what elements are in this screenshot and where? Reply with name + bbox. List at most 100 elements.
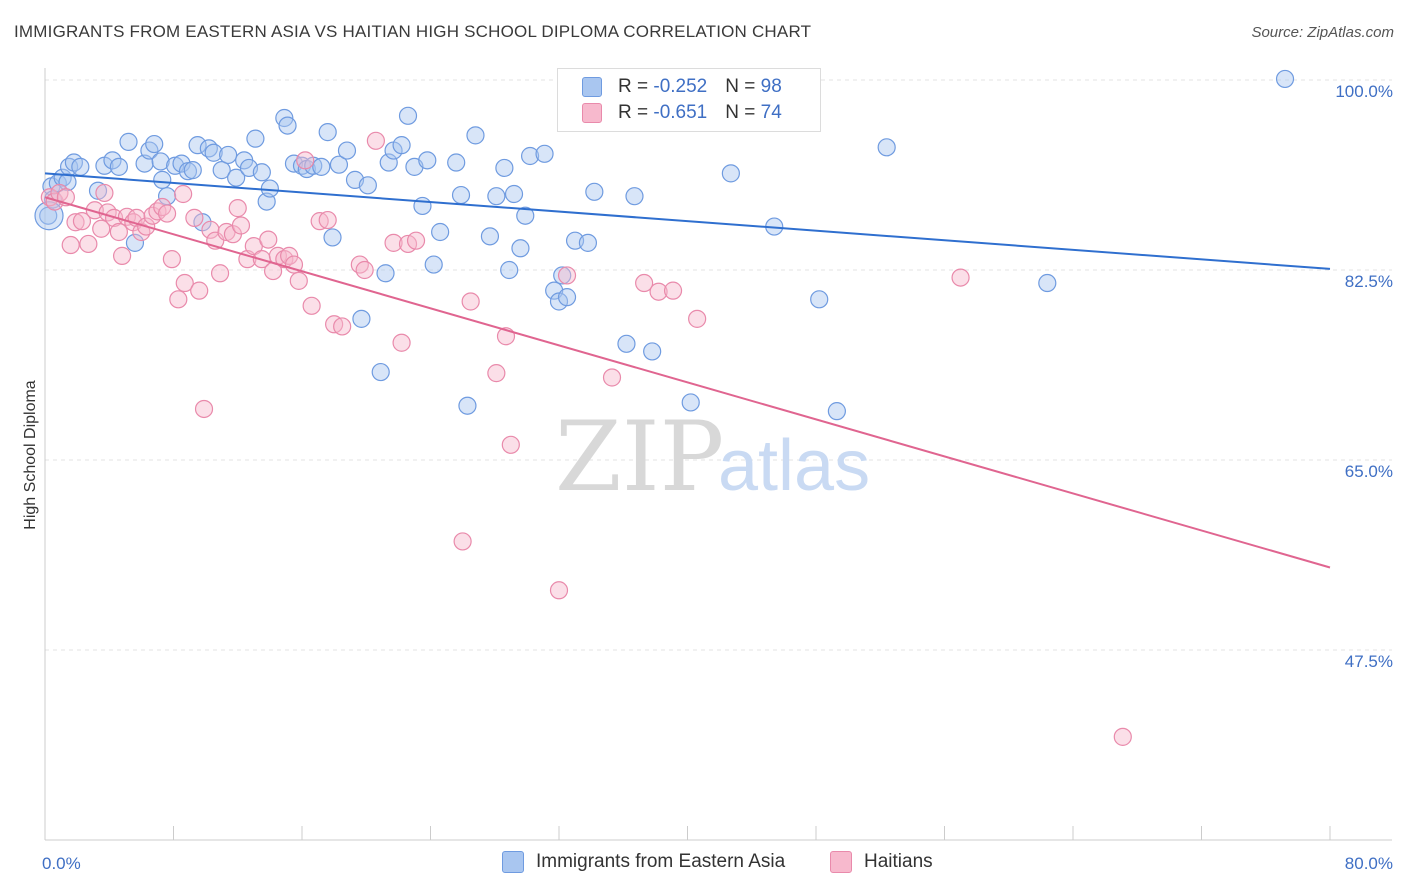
point-eastern-asia (585, 182, 604, 201)
point-haitians (162, 250, 181, 269)
legend-swatch-pink (582, 103, 602, 123)
legend-r-label: R = (618, 76, 654, 97)
point-haitians (190, 281, 209, 300)
point-eastern-asia (71, 157, 90, 176)
point-haitians (296, 151, 315, 170)
point-eastern-asia (352, 309, 371, 328)
point-eastern-asia (827, 402, 846, 421)
point-eastern-asia (643, 342, 662, 361)
point-eastern-asia (376, 264, 395, 283)
point-haitians (61, 235, 80, 255)
point-eastern-asia (371, 362, 390, 382)
trend-line-haitians (44, 196, 1331, 569)
point-haitians (210, 264, 230, 283)
watermark: ZIP atlas (555, 401, 870, 513)
axes (44, 68, 1392, 841)
point-eastern-asia (151, 152, 170, 171)
x-tick-label-right: 80.0% (1345, 854, 1393, 873)
point-haitians (132, 222, 151, 242)
point-eastern-asia (578, 233, 598, 252)
point-haitians (185, 208, 204, 227)
legend-label: Immigrants from Eastern Asia (536, 851, 786, 872)
series-haitians-points (40, 131, 1132, 746)
point-eastern-asia (466, 126, 485, 145)
point-haitians (333, 317, 352, 336)
legend-swatch-blue (582, 77, 602, 97)
point-haitians (688, 309, 707, 328)
point-haitians (350, 255, 369, 274)
point-haitians (951, 268, 970, 287)
point-haitians (79, 234, 98, 254)
point-eastern-asia (557, 288, 577, 307)
point-eastern-asia (219, 145, 238, 165)
legend-item-haitians[interactable]: Haitians (830, 851, 933, 873)
point-haitians (95, 183, 114, 203)
point-haitians (175, 273, 194, 293)
point-haitians (284, 255, 304, 274)
point-eastern-asia (125, 233, 145, 252)
y-tick-label: 100.0% (1335, 82, 1393, 101)
point-haitians (228, 199, 247, 218)
point-eastern-asia (516, 206, 535, 225)
point-eastern-asia (252, 163, 271, 182)
legend-label: Haitians (864, 851, 933, 872)
point-eastern-asia (431, 222, 450, 242)
legend-n-label: N = (725, 102, 761, 123)
chart-source: Source: ZipAtlas.com (1251, 24, 1394, 41)
point-eastern-asia (447, 153, 466, 172)
point-eastern-asia (458, 396, 477, 415)
point-eastern-asia (188, 136, 207, 155)
point-haitians (289, 271, 308, 290)
point-eastern-asia (172, 154, 191, 173)
point-eastern-asia (535, 144, 554, 163)
point-eastern-asia (504, 184, 524, 204)
point-eastern-asia (358, 176, 377, 195)
point-haitians (92, 219, 111, 238)
legend-n-value: 98 (760, 76, 782, 97)
point-haitians (1113, 727, 1132, 746)
point-eastern-asia (451, 185, 471, 205)
point-eastern-asia (379, 153, 398, 172)
legend-r-value: -0.651 (653, 102, 708, 123)
point-haitians (602, 368, 622, 387)
point-eastern-asia (1275, 69, 1295, 89)
point-eastern-asia (204, 143, 223, 162)
point-haitians (487, 364, 506, 383)
point-eastern-asia (1038, 273, 1057, 293)
point-haitians (109, 222, 128, 242)
point-haitians (501, 435, 520, 454)
point-haitians (635, 273, 654, 293)
series-eastern-asia-points (34, 69, 1295, 421)
series-legend: Immigrants from Eastern Asia Haitians (0, 851, 1406, 879)
point-eastern-asia (109, 157, 128, 176)
point-eastern-asia (260, 179, 279, 198)
point-eastern-asia (246, 129, 265, 148)
point-haitians (157, 204, 177, 223)
point-eastern-asia (418, 151, 437, 170)
legend-r-label: R = (618, 102, 654, 123)
point-eastern-asia (278, 116, 297, 135)
point-eastern-asia (227, 168, 246, 187)
point-eastern-asia (495, 158, 514, 178)
point-eastern-asia (183, 161, 202, 180)
point-eastern-asia (424, 255, 443, 274)
point-haitians (366, 131, 385, 150)
point-haitians (201, 220, 220, 239)
tick-labels: 100.0% 82.5% 65.0% 47.5% 0.0% 80.0% (42, 82, 1393, 873)
point-eastern-asia (145, 134, 164, 154)
legend-item-eastern-asia[interactable]: Immigrants from Eastern Asia (502, 851, 785, 873)
point-haitians (663, 281, 683, 300)
point-haitians (169, 290, 188, 309)
point-eastern-asia (318, 123, 337, 142)
point-eastern-asia (398, 106, 418, 125)
watermark-atlas: atlas (718, 426, 870, 506)
trend-lines (44, 172, 1331, 569)
point-haitians (355, 260, 374, 280)
point-eastern-asia (212, 161, 231, 180)
point-haitians (557, 266, 577, 285)
point-eastern-asia (312, 157, 331, 176)
y-axis-label: High School Diploma (22, 380, 39, 530)
point-eastern-asia (553, 266, 572, 285)
point-eastern-asia (721, 164, 740, 183)
point-eastern-asia (329, 155, 349, 174)
